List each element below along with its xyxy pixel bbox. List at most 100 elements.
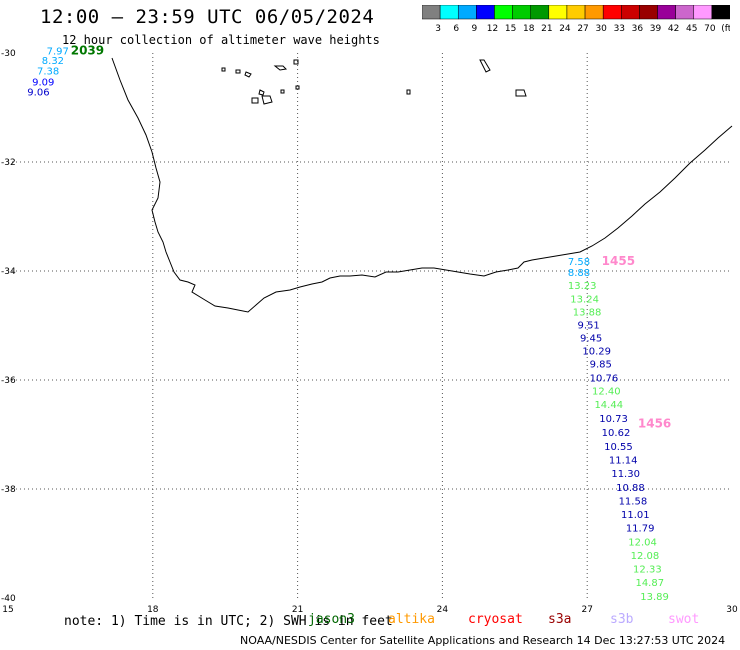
color-scale-swatch xyxy=(494,5,513,20)
satellite-swot: swot xyxy=(668,612,700,627)
coastline xyxy=(111,57,733,313)
color-scale-swatch xyxy=(439,5,459,20)
wave-height-value: 11.58 xyxy=(619,496,648,507)
color-scale-swatch xyxy=(639,5,658,20)
wave-height-value: 10.62 xyxy=(602,428,631,439)
color-scale-swatch xyxy=(422,5,441,20)
map-subtitle: 12 hour collection of altimeter wave hei… xyxy=(62,33,380,47)
satellite-jason3: jason3 xyxy=(308,612,355,627)
axis-ticks: 15 18 21 24 27 30 -30 -32 -34 -36 -38 -40 xyxy=(1,49,738,615)
wave-height-value: 13.24 xyxy=(570,294,599,305)
color-scale-label: 9 xyxy=(471,24,477,34)
y-tick-label: -40 xyxy=(1,594,16,604)
y-tick-label: -38 xyxy=(1,485,16,495)
x-tick-label: 18 xyxy=(147,605,159,615)
track: 1456 9.85 10.76 12.40 14.44 10.73 10.62 10.55 11… xyxy=(590,360,672,603)
color-scale-label: 18 xyxy=(523,24,535,34)
color-scale-label: 33 xyxy=(614,24,625,34)
track-time-label: 1456 xyxy=(638,417,671,431)
satellite-cryosat: cryosat xyxy=(468,612,523,627)
wave-height-value: 13.23 xyxy=(568,281,597,292)
wave-height-value: 11.30 xyxy=(611,469,640,480)
wave-height-value: 10.76 xyxy=(590,373,619,384)
x-tick-label: 27 xyxy=(581,605,592,615)
color-scale-label: 30 xyxy=(595,24,607,34)
color-scale-swatch xyxy=(675,5,695,20)
satellite-s3b: s3b xyxy=(610,612,634,627)
color-scale-swatch xyxy=(584,5,604,20)
color-scale-label: 27 xyxy=(577,24,588,34)
footer-credit: NOAA/NESDIS Center for Satellite Applica… xyxy=(240,634,726,647)
y-tick-label: -30 xyxy=(1,49,16,59)
wave-height-value: 10.73 xyxy=(599,414,628,425)
wave-height-value: 7.38 xyxy=(37,66,59,77)
wave-height-value: 9.85 xyxy=(590,360,612,371)
color-scale-swatch xyxy=(711,5,730,20)
south-africa-coastline xyxy=(111,57,733,313)
wave-height-value: 8.32 xyxy=(42,56,64,67)
wave-height-value: 14.44 xyxy=(594,400,623,411)
satellite-s3a: s3a xyxy=(548,612,572,627)
wave-height-value: 12.04 xyxy=(628,537,657,548)
x-tick-label: 30 xyxy=(726,605,738,615)
color-scale-label: 45 xyxy=(686,24,697,34)
wave-height-value: 9.09 xyxy=(32,77,54,88)
wave-height-value: 12.40 xyxy=(592,386,621,397)
wave-height-value: 13.89 xyxy=(640,592,669,603)
color-scale-swatch xyxy=(476,5,495,20)
footer-note: note: 1) Time is in UTC; 2) SWH is in fe… xyxy=(64,614,393,629)
color-scale-label: 3 xyxy=(435,24,441,34)
wave-height-value: 11.01 xyxy=(621,510,650,521)
y-tick-label: -34 xyxy=(1,267,16,277)
color-scale-swatch xyxy=(457,5,477,20)
wave-height-value: 10.55 xyxy=(604,442,633,453)
wave-height-value: 11.79 xyxy=(626,524,655,535)
color-scale-label: 36 xyxy=(632,24,644,34)
wave-height-value: 8.88 xyxy=(568,268,590,279)
wave-height-value: 7.58 xyxy=(568,257,590,268)
wave-height-value: 7.97 xyxy=(47,46,69,57)
wave-height-value: 9.51 xyxy=(578,320,600,331)
wave-height-value: 9.06 xyxy=(27,88,49,99)
color-scale-label: 70 xyxy=(704,24,716,34)
wave-height-value: 12.08 xyxy=(631,551,660,562)
wave-height-value: 10.29 xyxy=(582,347,611,358)
map-title: 12:00 – 23:59 UTC 06/05/2024 xyxy=(40,6,375,28)
track-time-label: 1455 xyxy=(602,254,635,268)
color-scale-swatch xyxy=(602,5,622,20)
x-tick-label: 24 xyxy=(437,605,449,615)
color-scale-swatch xyxy=(693,5,713,20)
color-scale-label: 15 xyxy=(505,24,516,34)
y-tick-label: -36 xyxy=(1,376,16,386)
color-scale-label: 21 xyxy=(541,24,552,34)
wave-height-value: 10.88 xyxy=(616,483,645,494)
color-scale-swatch xyxy=(566,5,586,20)
color-scale-label: 24 xyxy=(559,24,571,34)
color-scale-label: (ft) xyxy=(721,24,730,34)
islands xyxy=(221,59,527,105)
color-scale-swatch xyxy=(512,5,531,20)
wave-height-value: 14.87 xyxy=(635,578,664,589)
color-scale-label: 39 xyxy=(650,24,662,34)
x-tick-label: 21 xyxy=(292,605,303,615)
x-tick-label: 15 xyxy=(2,605,13,615)
color-scale-label: 12 xyxy=(487,24,498,34)
color-scale-swatch xyxy=(657,5,676,20)
wave-height-value: 11.14 xyxy=(609,456,638,467)
color-scale-swatch xyxy=(621,5,640,20)
color-scale-label: 42 xyxy=(668,24,679,34)
color-scale-label: 6 xyxy=(453,24,459,34)
graticule-grid xyxy=(8,53,732,598)
track-time-label: 2039 xyxy=(71,43,104,57)
y-tick-label: -32 xyxy=(1,158,16,168)
satellite-altika: altika xyxy=(388,612,435,627)
wave-height-value: 9.45 xyxy=(580,333,602,344)
wave-height-value: 13.88 xyxy=(573,307,602,318)
track: 1455 7.588.88 13.23 13.24 13.88 9.51 9.45 10.29 xyxy=(568,254,635,357)
color-scale-swatch xyxy=(548,5,568,20)
wave-height-value: 12.33 xyxy=(633,565,662,576)
